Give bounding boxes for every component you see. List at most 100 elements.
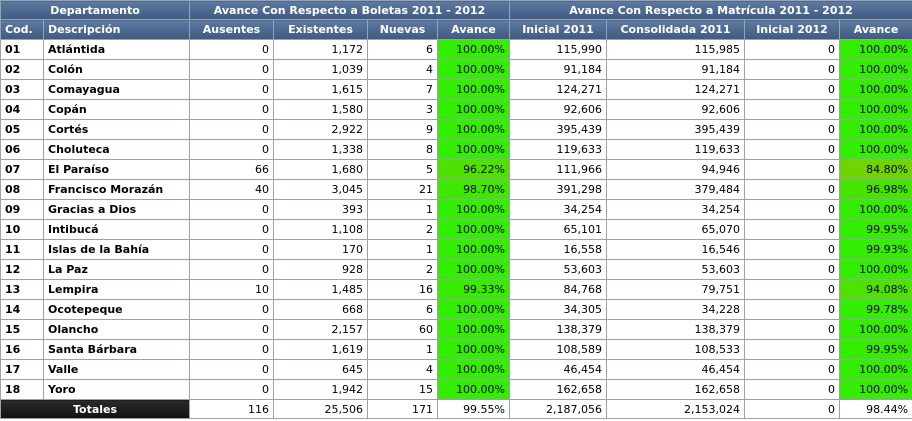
cell-ausentes: 10 [189,279,275,300]
cell-cod: 06 [0,139,44,160]
header-inicial-2012: Inicial 2012 [744,19,841,40]
cell-inicial-2012: 0 [744,179,841,200]
header-departamento: Departamento [0,0,191,20]
cell-nuevas: 9 [367,119,439,140]
cell-inicial-2012: 0 [744,299,841,320]
cell-nuevas: 6 [367,39,439,60]
cell-existentes: 1,680 [273,159,369,180]
totals-consolidada-2011: 2,153,024 [606,399,746,419]
cell-avance-boletas: 100.00% [437,99,511,120]
cell-avance-matricula: 100.00% [839,79,912,100]
cell-ausentes: 40 [189,179,275,200]
cell-descripcion: Intibucá [42,219,191,240]
cell-descripcion: Islas de la Bahía [42,239,191,260]
cell-nuevas: 21 [367,179,439,200]
cell-avance-matricula: 99.93% [839,239,912,260]
cell-descripcion: Yoro [42,379,191,400]
cell-nuevas: 1 [367,239,439,260]
cell-inicial-2012: 0 [744,259,841,280]
cell-avance-matricula: 99.95% [839,219,912,240]
table-row: 12 La Paz 0 928 2 100.00% 53,603 53,603 0 100.00% [0,259,912,280]
cell-inicial-2011: 34,254 [509,199,608,220]
cell-inicial-2012: 0 [744,159,841,180]
cell-inicial-2011: 391,298 [509,179,608,200]
cell-ausentes: 0 [189,39,275,60]
cell-cod: 02 [0,59,44,80]
header-group-matricula: Avance Con Respecto a Matrícula 2011 - 2… [509,0,912,20]
cell-cod: 01 [0,39,44,60]
cell-cod: 07 [0,159,44,180]
table-row: 01 Atlántida 0 1,172 6 100.00% 115,990 115,985 0… [0,39,912,60]
table-row: 17 Valle 0 645 4 100.00% 46,454 46,454 0 100.00% [0,359,912,380]
cell-existentes: 668 [273,299,369,320]
cell-avance-matricula: 100.00% [839,59,912,80]
cell-descripcion: Valle [42,359,191,380]
cell-descripcion: Cortés [42,119,191,140]
table-row: 13 Lempira 10 1,485 16 99.33% 84,768 79,751 0 94.… [0,279,912,300]
cell-nuevas: 1 [367,339,439,360]
cell-ausentes: 0 [189,359,275,380]
cell-consolidada-2011: 53,603 [606,259,746,280]
cell-descripcion: Colón [42,59,191,80]
cell-inicial-2012: 0 [744,219,841,240]
cell-existentes: 1,172 [273,39,369,60]
cell-consolidada-2011: 124,271 [606,79,746,100]
cell-avance-boletas: 100.00% [437,219,511,240]
cell-nuevas: 4 [367,59,439,80]
header-descripcion: Descripción [42,19,191,40]
cell-existentes: 1,485 [273,279,369,300]
table-row: 05 Cortés 0 2,922 9 100.00% 395,439 395,439 0 100… [0,119,912,140]
cell-avance-matricula: 100.00% [839,139,912,160]
cell-consolidada-2011: 34,228 [606,299,746,320]
cell-consolidada-2011: 92,606 [606,99,746,120]
table-row: 07 El Paraíso 66 1,680 5 96.22% 111,966 94,946 0… [0,159,912,180]
cell-descripcion: Choluteca [42,139,191,160]
cell-inicial-2012: 0 [744,199,841,220]
table-row: 04 Copán 0 1,580 3 100.00% 92,606 92,606 0 100.00… [0,99,912,120]
header-ausentes: Ausentes [189,19,275,40]
cell-nuevas: 1 [367,199,439,220]
cell-inicial-2011: 65,101 [509,219,608,240]
cell-avance-boletas: 100.00% [437,39,511,60]
cell-avance-boletas: 100.00% [437,59,511,80]
cell-avance-matricula: 100.00% [839,259,912,280]
cell-inicial-2012: 0 [744,279,841,300]
table-body: 01 Atlántida 0 1,172 6 100.00% 115,990 115,985 0… [0,39,912,400]
cell-avance-boletas: 100.00% [437,379,511,400]
cell-nuevas: 15 [367,379,439,400]
cell-cod: 04 [0,99,44,120]
cell-nuevas: 4 [367,359,439,380]
cell-consolidada-2011: 91,184 [606,59,746,80]
cell-avance-boletas: 98.70% [437,179,511,200]
cell-inicial-2011: 395,439 [509,119,608,140]
cell-existentes: 2,922 [273,119,369,140]
cell-inicial-2012: 0 [744,39,841,60]
cell-descripcion: Gracias a Dios [42,199,191,220]
cell-cod: 08 [0,179,44,200]
totals-ausentes: 116 [189,399,275,419]
cell-avance-matricula: 96.98% [839,179,912,200]
cell-ausentes: 0 [189,339,275,360]
table-row: 11 Islas de la Bahía 0 170 1 100.00% 16,558 16,… [0,239,912,260]
cell-avance-boletas: 100.00% [437,79,511,100]
cell-ausentes: 0 [189,79,275,100]
cell-inicial-2012: 0 [744,319,841,340]
cell-inicial-2012: 0 [744,359,841,380]
cell-consolidada-2011: 379,484 [606,179,746,200]
cell-inicial-2011: 124,271 [509,79,608,100]
header-existentes: Existentes [273,19,369,40]
cell-descripcion: Francisco Morazán [42,179,191,200]
cell-consolidada-2011: 115,985 [606,39,746,60]
cell-nuevas: 2 [367,259,439,280]
table-row: 03 Comayagua 0 1,615 7 100.00% 124,271 124,271 0… [0,79,912,100]
totals-inicial-2011: 2,187,056 [509,399,608,419]
cell-existentes: 1,338 [273,139,369,160]
cell-existentes: 1,619 [273,339,369,360]
header-inicial-2011: Inicial 2011 [509,19,608,40]
cell-avance-boletas: 99.33% [437,279,511,300]
cell-cod: 11 [0,239,44,260]
cell-consolidada-2011: 108,533 [606,339,746,360]
cell-ausentes: 0 [189,59,275,80]
table-row: 18 Yoro 0 1,942 15 100.00% 162,658 162,658 0 100.… [0,379,912,400]
